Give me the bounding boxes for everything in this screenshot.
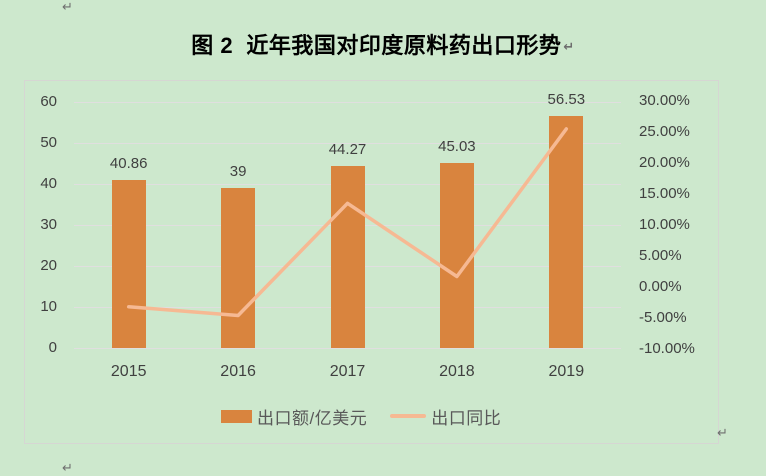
x-axis-label-2018: 2018: [439, 363, 475, 380]
right-axis-tick: 0.00%: [639, 278, 682, 295]
gridline: [74, 102, 621, 103]
x-axis-label-2017: 2017: [329, 363, 366, 380]
right-axis-tick: 20.00%: [639, 154, 690, 171]
chart-area[interactable]: 40.86 39 44.27 45.03 56.53 60 50 40 30 20 10 0 30.…: [24, 80, 719, 444]
left-axis-tick: 0: [48, 339, 57, 356]
paragraph-mark: ↵: [717, 426, 728, 441]
right-axis-tick: 10.00%: [639, 216, 690, 233]
bar-2018[interactable]: [439, 163, 474, 348]
gridline: [74, 348, 621, 349]
bar-data-label: 45.03: [438, 138, 476, 156]
left-axis-tick: 20: [40, 257, 57, 274]
chart-title: 图 2 近年我国对印度原料药出口形势 ↵: [0, 31, 766, 61]
bar-data-label: 56.53: [547, 91, 586, 109]
left-axis-tick: 50: [40, 134, 57, 151]
left-axis-tick: 10: [40, 298, 57, 315]
legend-line-label[interactable]: 出口同比: [431, 408, 502, 428]
left-axis-tick: 30: [40, 216, 57, 233]
right-axis-tick: 25.00%: [639, 123, 690, 140]
right-axis-tick: -5.00%: [639, 309, 687, 326]
bar-2015[interactable]: [111, 180, 146, 348]
legend: 出口额/亿美元 出口同比: [221, 405, 502, 428]
bar-2017[interactable]: [330, 166, 365, 348]
right-axis-tick: 5.00%: [639, 247, 682, 264]
x-axis-label-2015: 2015: [110, 363, 147, 380]
legend-bar-label[interactable]: 出口额/亿美元: [257, 408, 368, 428]
bar-2019[interactable]: [549, 116, 584, 348]
right-axis-tick: 30.00%: [639, 92, 690, 109]
paragraph-mark: ↵: [62, 0, 73, 15]
chart-title-text: 图 2 近年我国对印度原料药出口形势: [191, 33, 562, 58]
legend-line-swatch[interactable]: [390, 414, 427, 418]
bar-data-label: 44.27: [328, 141, 367, 159]
x-axis-label-2016: 2016: [220, 363, 256, 380]
left-axis-tick: 60: [40, 93, 57, 110]
paragraph-mark: ↵: [563, 40, 575, 55]
left-axis-tick: 40: [40, 175, 57, 192]
bar-2016[interactable]: [221, 188, 256, 348]
legend-bar-swatch[interactable]: [221, 409, 252, 423]
bar-data-label: 40.86: [109, 155, 148, 173]
x-axis-label-2019: 2019: [548, 363, 585, 380]
bar-data-label: 39: [229, 163, 247, 181]
paragraph-mark: ↵: [62, 461, 73, 476]
right-axis-tick: -10.00%: [639, 340, 695, 357]
right-axis-tick: 15.00%: [639, 185, 690, 202]
